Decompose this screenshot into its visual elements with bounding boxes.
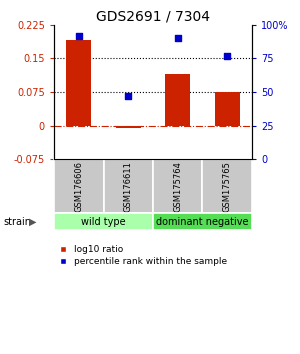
Title: GDS2691 / 7304: GDS2691 / 7304 bbox=[96, 10, 210, 24]
Text: GSM175764: GSM175764 bbox=[173, 161, 182, 212]
Point bbox=[225, 53, 230, 58]
Point bbox=[76, 33, 81, 38]
Point bbox=[126, 93, 131, 99]
Point bbox=[175, 35, 180, 41]
Text: GSM176606: GSM176606 bbox=[74, 161, 83, 212]
Text: GSM176611: GSM176611 bbox=[124, 161, 133, 212]
Text: strain: strain bbox=[3, 217, 31, 227]
Bar bbox=[153, 159, 202, 213]
Bar bbox=[215, 92, 240, 126]
Text: GSM175765: GSM175765 bbox=[223, 161, 232, 212]
Bar bbox=[165, 74, 190, 126]
Bar bbox=[116, 126, 141, 128]
Text: wild type: wild type bbox=[81, 217, 126, 227]
Text: dominant negative: dominant negative bbox=[156, 217, 249, 227]
Bar bbox=[153, 213, 252, 230]
Bar bbox=[103, 159, 153, 213]
Bar bbox=[54, 213, 153, 230]
Bar bbox=[202, 159, 252, 213]
Bar bbox=[66, 40, 91, 126]
Bar bbox=[54, 159, 104, 213]
Legend: log10 ratio, percentile rank within the sample: log10 ratio, percentile rank within the … bbox=[56, 242, 230, 270]
Text: ▶: ▶ bbox=[28, 217, 36, 227]
